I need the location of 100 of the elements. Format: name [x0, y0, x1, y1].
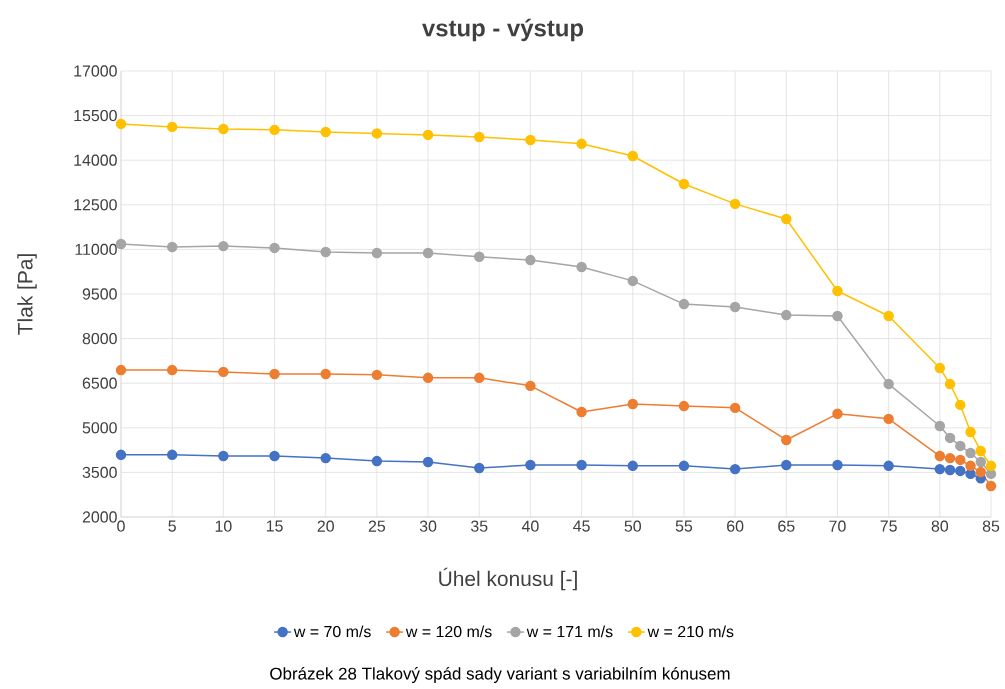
point [218, 450, 229, 462]
point [944, 432, 956, 444]
y-tick-label: 11000 [75, 243, 117, 256]
point [678, 178, 690, 190]
point [944, 452, 956, 464]
point [269, 368, 280, 380]
point [832, 459, 843, 471]
x-tick-label: 45 [573, 520, 590, 532]
point [955, 399, 966, 411]
chart-title: vstup - výstup [422, 18, 584, 42]
y-tick-label: 3500 [82, 466, 117, 479]
point [115, 364, 127, 376]
point [955, 440, 966, 452]
point [678, 460, 690, 472]
point [269, 242, 280, 254]
x-tick-label: 10 [215, 520, 232, 532]
y-tick-label: 5000 [82, 422, 117, 434]
x-tick-label: 25 [368, 520, 386, 532]
point [320, 368, 331, 380]
point [934, 463, 946, 475]
y-tick-label: 15500 [74, 109, 117, 122]
point [269, 450, 280, 462]
point [525, 254, 536, 266]
point [474, 251, 485, 263]
y-axis-title: Tlak [Pa] [17, 254, 37, 335]
point [965, 426, 976, 438]
point [320, 452, 331, 464]
point [627, 398, 638, 410]
point [781, 309, 792, 321]
x-tick-label: 55 [675, 520, 693, 532]
x-tick-label: 40 [521, 520, 539, 532]
point [422, 247, 434, 259]
point [678, 400, 690, 412]
point [975, 445, 986, 457]
point [944, 378, 956, 390]
x-tick-label: 5 [168, 520, 176, 532]
x-tick-label: 50 [624, 520, 641, 532]
point [320, 246, 331, 258]
point [934, 450, 946, 462]
point [474, 462, 485, 474]
point [627, 275, 638, 287]
legend-label: w = 120 m/s [405, 625, 492, 638]
point [576, 261, 587, 273]
point [525, 380, 536, 392]
point [883, 460, 894, 472]
x-tick-label: 30 [419, 520, 437, 532]
point [218, 123, 229, 135]
x-tick-label: 65 [778, 520, 795, 532]
point [474, 372, 485, 384]
point [934, 420, 946, 432]
point [115, 449, 127, 461]
point [627, 150, 638, 162]
point [166, 449, 178, 461]
point [115, 118, 127, 130]
x-tick-label: 0 [117, 520, 125, 532]
point [955, 465, 966, 477]
point [371, 369, 383, 381]
y-tick-label: 9500 [82, 288, 117, 300]
point [729, 463, 741, 475]
point [422, 456, 434, 468]
x-tick-label: 35 [470, 520, 488, 532]
point [832, 285, 843, 297]
point [975, 466, 986, 478]
point [218, 240, 229, 252]
y-tick-label: 14000 [74, 154, 117, 166]
x-tick-label: 15 [266, 520, 283, 532]
y-tick-label: 6500 [82, 377, 117, 389]
y-tick-label: 8000 [82, 332, 117, 345]
legend-label: w = 171 m/s [526, 625, 613, 638]
y-tick-label: 17000 [74, 65, 117, 77]
point [371, 247, 383, 259]
point [166, 241, 178, 253]
point [729, 198, 741, 210]
point [525, 459, 536, 471]
x-tick-label: 70 [829, 520, 846, 532]
point [965, 460, 976, 472]
legend-label: w = 70 m/s [293, 625, 371, 638]
point [975, 456, 986, 468]
point [576, 138, 587, 150]
x-tick-label: 20 [317, 520, 334, 532]
point [576, 406, 587, 418]
x-tick-label: 85 [982, 520, 1000, 532]
point [115, 238, 127, 250]
point [729, 402, 741, 414]
point [781, 213, 792, 225]
y-tick-label: 2000 [82, 511, 117, 523]
x-tick-label: 75 [880, 520, 897, 532]
point [218, 366, 229, 378]
point [166, 121, 178, 133]
point [965, 447, 976, 459]
point [320, 126, 331, 138]
point [166, 364, 178, 376]
point [474, 131, 485, 143]
point [944, 464, 956, 476]
point [422, 129, 434, 141]
point [781, 434, 792, 446]
x-tick-label: 60 [727, 520, 744, 532]
point [985, 480, 997, 492]
point [729, 301, 741, 313]
x-tick-label: 80 [931, 520, 949, 532]
